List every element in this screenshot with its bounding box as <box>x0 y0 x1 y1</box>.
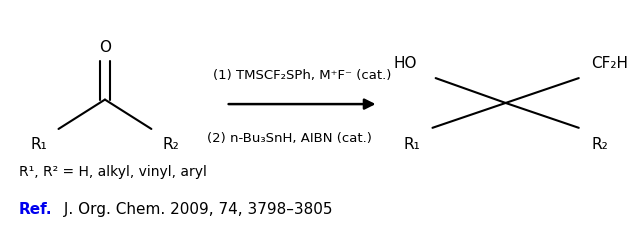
Text: O: O <box>99 40 111 55</box>
Text: R¹, R² = H, alkyl, vinyl, aryl: R¹, R² = H, alkyl, vinyl, aryl <box>19 164 207 178</box>
Text: (1) TMSCF₂SPh, M⁺F⁻ (cat.): (1) TMSCF₂SPh, M⁺F⁻ (cat.) <box>213 69 391 82</box>
Text: R₂: R₂ <box>162 136 179 151</box>
Text: HO: HO <box>393 56 417 71</box>
Text: CF₂H: CF₂H <box>591 56 628 71</box>
Text: Ref.: Ref. <box>19 201 53 216</box>
Text: R₂: R₂ <box>591 136 608 151</box>
Text: R₁: R₁ <box>403 136 420 151</box>
Text: (2) n-Bu₃SnH, AIBN (cat.): (2) n-Bu₃SnH, AIBN (cat.) <box>207 132 372 145</box>
Text: R₁: R₁ <box>31 136 48 151</box>
Text: J. Org. Chem. 2009, 74, 3798–3805: J. Org. Chem. 2009, 74, 3798–3805 <box>59 201 332 216</box>
